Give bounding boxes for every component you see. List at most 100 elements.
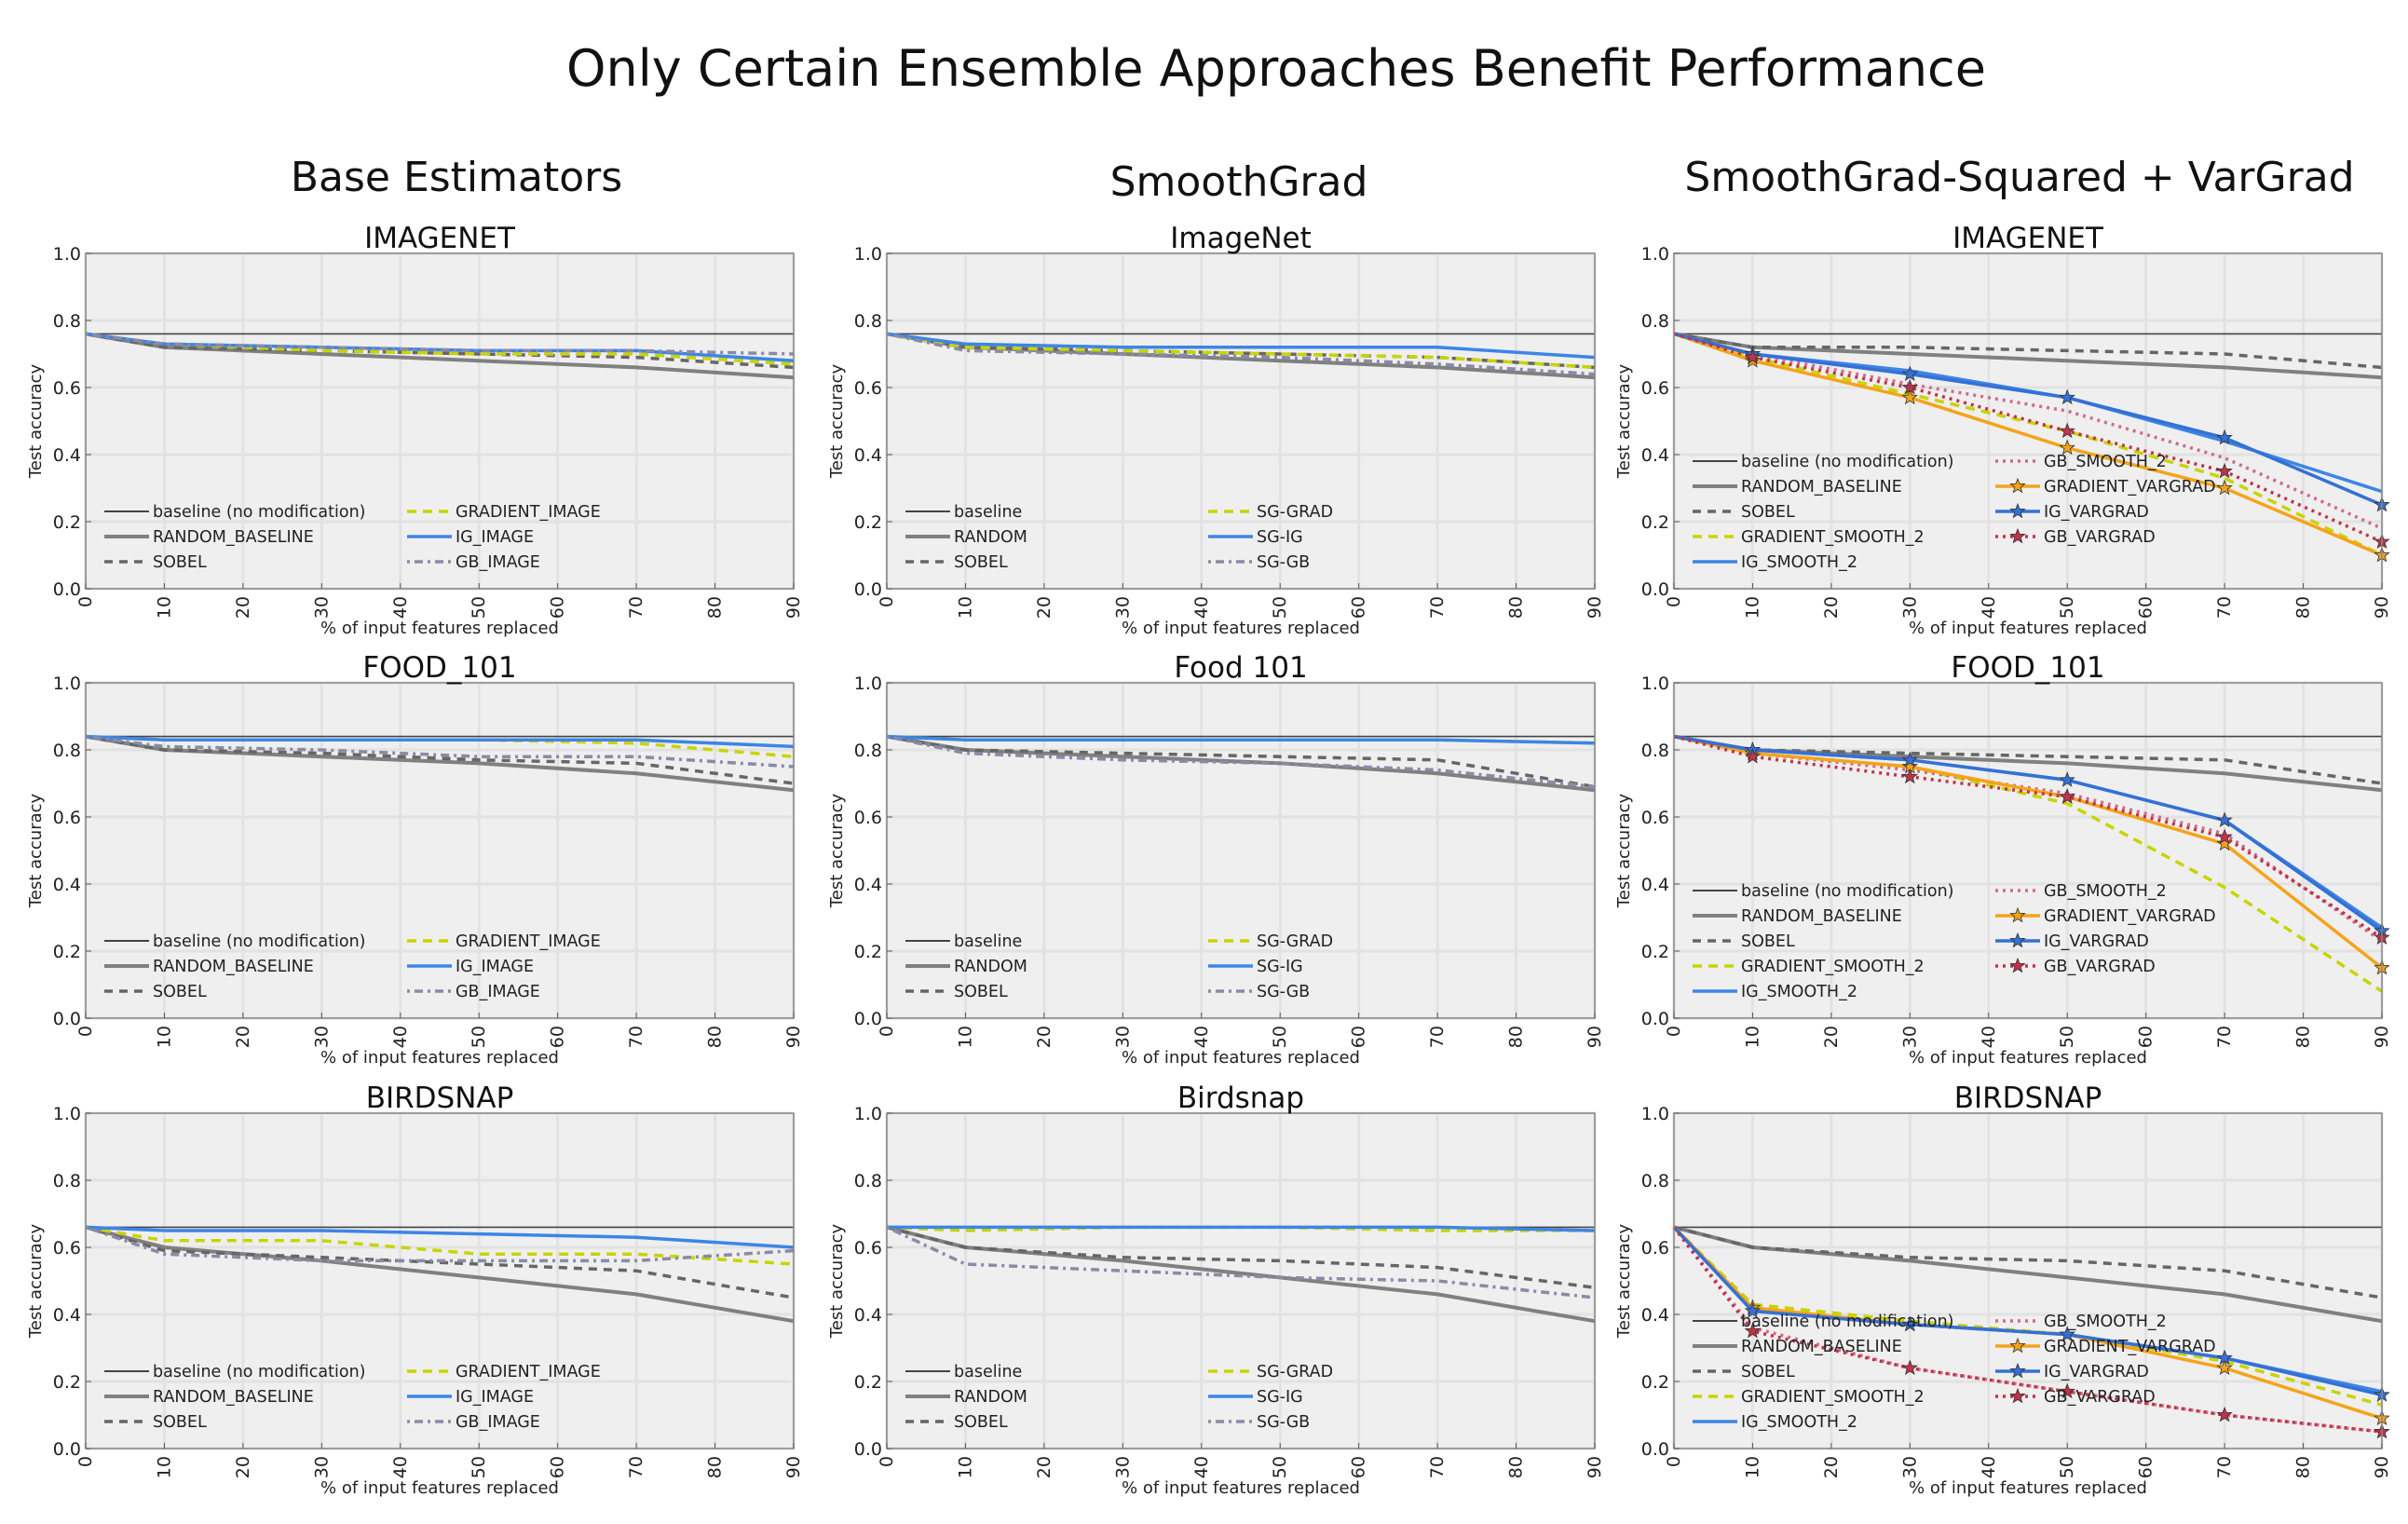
- x-tick-label: 20: [233, 1456, 253, 1478]
- legend-label: SG-GB: [1257, 553, 1310, 572]
- panels-container: 0 10 20 30 40 50 60 70 80 90 0.0 0.2 0.4 0.6 0.8 1.0 IMA…: [26, 222, 2392, 1498]
- series-marker: [2216, 1406, 2233, 1422]
- plot-frame: [85, 1112, 795, 1449]
- legend-label: GB_SMOOTH_2: [2044, 453, 2167, 471]
- x-tick-label: 90: [783, 1026, 804, 1048]
- y-tick-label: 0.4: [1641, 445, 1669, 466]
- x-tick-label: 30: [1899, 596, 1920, 619]
- series-marker: [1744, 348, 1762, 365]
- x-tick-label: 50: [2057, 1026, 2077, 1048]
- legend-label: RANDOM_BASELINE: [153, 958, 314, 976]
- legend-label: baseline (no modification): [1741, 1313, 1954, 1331]
- series-line: [1673, 332, 2383, 557]
- legend-label: SOBEL: [954, 983, 1008, 1001]
- legend-label: SOBEL: [153, 983, 207, 1001]
- chart-panel: 0 10 20 30 40 50 60 70 80 90 0.0 0.2 0.4 0.6 0.8 1.0 FOO…: [26, 651, 804, 1068]
- y-axis-label: Test accuracy: [1614, 1223, 1634, 1339]
- y-tick-label: 0.8: [1641, 311, 1669, 332]
- x-axis-label: % of input features replaced: [320, 1478, 559, 1498]
- y-tick-label: 0.8: [53, 741, 81, 761]
- y-tick-label: 0.8: [53, 1171, 81, 1191]
- x-tick-label: 70: [1427, 1026, 1448, 1048]
- chart-panel: 0 10 20 30 40 50 60 70 80 90 0.0 0.2 0.4 0.6 0.8 1.0 FOO…: [1614, 651, 2392, 1068]
- x-tick-label: 20: [233, 596, 253, 619]
- legend-label: GB_IMAGE: [456, 553, 540, 572]
- legend-label: GRADIENT_IMAGE: [456, 503, 601, 522]
- series-line: [1673, 734, 2384, 970]
- series-marker: [1901, 1359, 1918, 1376]
- series-marker: [2059, 422, 2075, 439]
- series-marker: [2059, 1326, 2075, 1342]
- plot-area: [887, 1113, 1595, 1449]
- y-tick-label: 0.0: [1641, 579, 1669, 600]
- x-tick-label: 30: [1112, 1456, 1133, 1478]
- legend-label: RANDOM: [954, 958, 1027, 976]
- x-tick-label: 60: [2136, 596, 2156, 619]
- legend-label: baseline (no modification): [1741, 453, 1954, 471]
- x-tick-label: 60: [2136, 1456, 2156, 1478]
- x-tick-label: 40: [1979, 1026, 1999, 1048]
- series-line: [85, 332, 795, 370]
- legend-label: SG-GRAD: [1257, 1363, 1333, 1381]
- x-tick-label: 0: [877, 1026, 897, 1037]
- plot-area: [1674, 683, 2382, 1018]
- y-tick-label: 0.0: [53, 1439, 81, 1460]
- legend-label: RANDOM_BASELINE: [153, 528, 314, 547]
- y-tick-label: 0.2: [1641, 942, 1669, 962]
- y-axis-label: Test accuracy: [26, 1223, 46, 1339]
- x-tick-label: 80: [1506, 596, 1527, 619]
- legend-label: baseline (no modification): [153, 1363, 366, 1381]
- x-tick-label: 50: [1270, 1026, 1290, 1048]
- x-axis-label: % of input features replaced: [1909, 1048, 2147, 1068]
- legend-label: SG-IG: [1257, 528, 1303, 547]
- y-tick-label: 1.0: [1641, 244, 1669, 265]
- series-marker: [2059, 788, 2075, 804]
- legend-marker: [2009, 1337, 2026, 1354]
- y-tick-label: 0.8: [1641, 741, 1669, 761]
- y-tick-label: 0.6: [1641, 378, 1669, 399]
- y-axis-label: Test accuracy: [827, 1223, 847, 1339]
- legend-label: GRADIENT_SMOOTH_2: [1741, 1388, 1925, 1407]
- legend-label: GB_SMOOTH_2: [2044, 882, 2167, 901]
- x-axis-label: % of input features replaced: [320, 1048, 559, 1068]
- column-title-smoothgrad: SmoothGrad: [1110, 158, 1368, 206]
- x-tick-label: 70: [2214, 1456, 2235, 1478]
- legend-label: SOBEL: [1741, 503, 1795, 522]
- x-tick-label: 10: [955, 1456, 975, 1478]
- panel-title: FOOD_101: [362, 651, 516, 685]
- legend-label: SOBEL: [153, 553, 207, 572]
- legend-label: GRADIENT_VARGRAD: [2044, 478, 2216, 497]
- legend-label: RANDOM_BASELINE: [1741, 478, 1902, 497]
- plot-frame: [886, 682, 1596, 1019]
- x-tick-label: 20: [1821, 596, 1842, 619]
- legend-label: GB_IMAGE: [456, 1413, 540, 1432]
- legend-label: RANDOM_BASELINE: [1741, 1338, 1902, 1356]
- y-tick-label: 1.0: [854, 244, 882, 265]
- y-tick-label: 0.4: [1641, 875, 1669, 895]
- y-tick-label: 0.2: [854, 1372, 882, 1393]
- legend-label: RANDOM: [954, 528, 1027, 547]
- legend-label: RANDOM_BASELINE: [1741, 907, 1902, 926]
- series-line: [886, 332, 1596, 360]
- series-marker: [2216, 1349, 2233, 1366]
- series-line: [85, 1225, 795, 1324]
- x-tick-label: 80: [1506, 1026, 1527, 1048]
- chart-panel: 0 10 20 30 40 50 60 70 80 90 0.0 0.2 0.4 0.6 0.8 1.0 BIR…: [26, 1082, 804, 1498]
- y-tick-label: 1.0: [53, 244, 81, 265]
- x-tick-label: 70: [2214, 1026, 2235, 1048]
- series-marker: [1744, 748, 1762, 764]
- x-tick-label: 0: [1664, 1456, 1684, 1467]
- column-title-vargrad: SmoothGrad-Squared + VarGrad: [1684, 154, 2354, 201]
- chart-panel: 0 10 20 30 40 50 60 70 80 90 0.0 0.2 0.4 0.6 0.8 1.0 IMA…: [26, 222, 804, 638]
- series-line: [1673, 734, 2384, 932]
- y-tick-label: 0.6: [854, 808, 882, 828]
- x-tick-label: 50: [469, 1456, 489, 1478]
- x-tick-label: 10: [955, 596, 975, 619]
- x-tick-label: 60: [2136, 1026, 2156, 1048]
- x-tick-label: 50: [469, 1026, 489, 1048]
- y-tick-label: 0.0: [854, 1009, 882, 1029]
- legend-label: GRADIENT_IMAGE: [456, 1363, 601, 1381]
- legend-marker: [2009, 932, 2026, 948]
- y-tick-label: 1.0: [53, 674, 81, 694]
